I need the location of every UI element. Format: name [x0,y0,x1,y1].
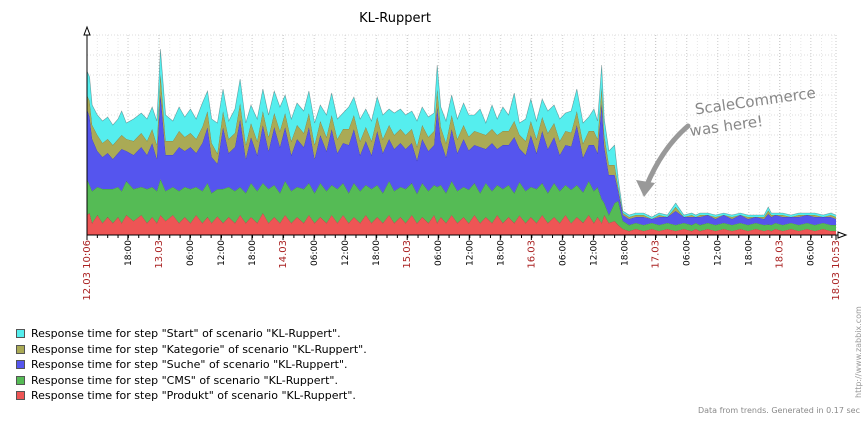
x-tick-label: 18:00 [124,240,134,266]
legend-swatch [16,375,25,385]
x-tick-label: 18:00 [620,240,630,266]
side-watermark-text: http://www.zabbix.com [854,306,863,398]
legend-label: Response time for step "Produkt" of scen… [31,389,356,403]
x-tick-label: 12:00 [341,240,351,266]
x-tick-label: 14.03 [278,240,289,269]
x-tick-label: 06:00 [807,240,817,266]
x-tick-label: 18.03 10:53 [831,240,842,301]
area-start-edge [86,48,837,218]
x-tick-label: 12:00 [589,240,599,266]
x-tick-label: 15.03 [402,240,413,269]
legend-item-cms: Response time for step "CMS" of scenario… [16,373,367,389]
legend-swatch [16,344,25,354]
annotation: ScaleCommerce was here! [636,84,817,197]
area-produkt [87,213,836,235]
legend-swatch [16,391,25,401]
legend-swatch [16,329,25,339]
legend-label: Response time for step "Suche" of scenar… [31,358,348,372]
x-tick-label: 17.03 [650,240,661,269]
legend-label: Response time for step "Kategorie" of sc… [31,342,367,356]
x-tick-label: 18:00 [248,240,258,266]
legend: Response time for step "Start" of scenar… [16,326,367,404]
x-tick-label: 18.03 [775,240,786,269]
footer-note: Data from trends. Generated in 0.17 sec [697,406,860,415]
axes [83,25,848,239]
area-start [87,49,836,219]
legend-item-start: Response time for step "Start" of scenar… [16,326,367,342]
legend-item-kategorie: Response time for step "Kategorie" of sc… [16,342,367,358]
legend-item-suche: Response time for step "Suche" of scenar… [16,357,367,373]
x-tick-label: 13.03 [154,240,165,269]
x-tick-label: 12:00 [714,240,724,266]
legend-swatch [16,360,25,370]
x-tick-label: 18:00 [372,240,382,266]
legend-label: Response time for step "CMS" of scenario… [31,373,338,387]
x-tick-label: 06:00 [558,240,568,266]
chart-title: KL-Ruppert [359,11,431,26]
x-tick-label: 18:00 [745,240,755,266]
x-tick-label: 06:00 [186,240,196,266]
x-axis-arrow [837,231,848,239]
legend-label: Response time for step "Start" of scenar… [31,327,341,341]
x-tick-label: 06:00 [310,240,320,266]
annotation-arrowhead [636,180,655,197]
x-tick-labels: 12.03 10:06 18:00 13.03 06:00 12:00 18:00 14.0… [82,235,842,301]
x-tick-label: 06:00 [434,240,444,266]
stacked-areas [86,48,837,235]
x-tick-label: 18:00 [496,240,506,266]
annotation-arrow [643,123,691,190]
x-tick-label: 16.03 [526,240,537,269]
x-tick-label: 06:00 [683,240,693,266]
x-tick-label: 12:00 [465,240,475,266]
x-tick-label: 12.03 10:06 [82,240,93,301]
side-watermark: http://www.zabbix.com [854,306,863,398]
y-axis-arrow [83,25,91,36]
x-tick-label: 12:00 [217,240,227,266]
area-cms [87,179,836,231]
area-suche [87,93,836,225]
legend-item-produkt: Response time for step "Produkt" of scen… [16,388,367,404]
